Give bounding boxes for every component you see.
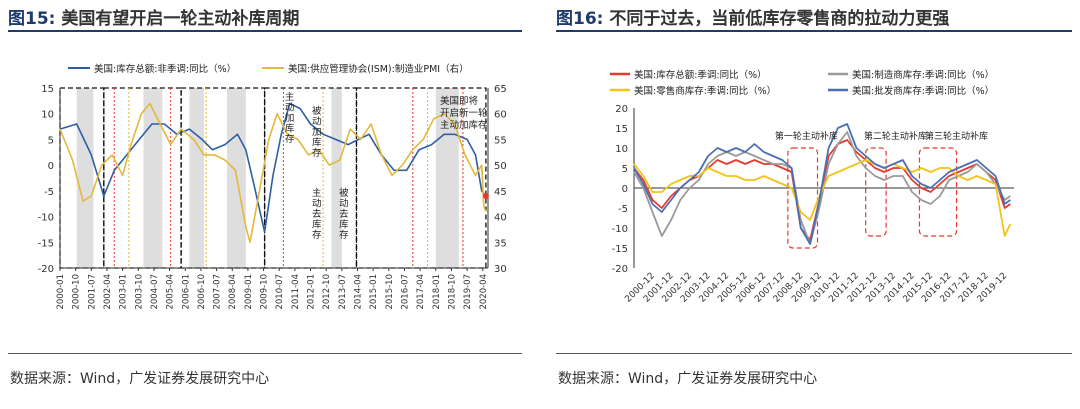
y-tick-label: 0 <box>622 184 628 195</box>
series-line-4 <box>633 123 1011 245</box>
left-figure-number: 图15: <box>8 9 56 29</box>
x-tick-label: 2017-04 <box>416 274 426 310</box>
x-tick-label: 2012-10 <box>322 274 332 310</box>
right-source: 数据来源：Wind，广发证券发展研究中心 <box>558 371 818 387</box>
left-source: 数据来源：Wind，广发证券发展研究中心 <box>10 371 270 387</box>
left-figure-title-text: 美国有望开启一轮主动补库周期 <box>61 9 300 29</box>
x-tick-label: 2006-10 <box>197 274 207 310</box>
x-tick-label: 2000-10 <box>72 274 82 310</box>
annotation-new-cycle-line: 美国即将 <box>440 95 479 107</box>
y-tick-label: -15 <box>612 244 628 255</box>
x-tick-label: 2015-01 <box>369 274 379 310</box>
x-tick-label: 2006-01 <box>181 274 191 310</box>
right-y-tick-label: 50 <box>494 161 507 172</box>
left-y-tick-label: -10 <box>38 213 54 224</box>
right-y-tick-label: 45 <box>494 187 507 198</box>
cycle-box <box>355 87 487 269</box>
right-title-rule <box>556 30 1072 32</box>
x-tick-label: 2005-04 <box>166 274 176 310</box>
legend-label: 美国:供应管理协会(ISM):制造业PMI（右） <box>288 63 469 75</box>
left-chart: 151050-5-10-15-2065605550454035302000-01… <box>38 63 507 310</box>
cycle-band <box>76 88 94 268</box>
right-y-tick-label: 30 <box>494 264 507 275</box>
x-tick-label: 2009-01 <box>244 274 254 310</box>
x-tick-label: 2011-04 <box>291 274 301 310</box>
annotation-active-restock: 主动加库存 <box>285 91 295 145</box>
right-y-tick-label: 40 <box>494 213 507 224</box>
left-title-rule <box>8 30 522 32</box>
x-tick-label: 2000-01 <box>56 274 66 310</box>
left-source-rule <box>8 353 522 354</box>
annotation-cycle-2: 第二轮主动补库 <box>864 130 927 142</box>
x-tick-label: 2018-01 <box>432 274 442 310</box>
series-line-3 <box>633 159 1012 237</box>
x-tick-label: 2018-10 <box>447 274 457 310</box>
left-y-tick-label: -20 <box>38 264 54 275</box>
right-figure-number: 图16: <box>556 9 604 29</box>
annotation-passive-destock: 被动去库存 <box>339 187 349 241</box>
x-tick-label: 2001-07 <box>87 274 97 310</box>
annotation-cycle-3: 第三轮主动补库 <box>925 130 988 142</box>
right-y-tick-label: 55 <box>494 135 507 146</box>
right-chart: 20151050-5-10-15-202000-122001-122002-12… <box>610 69 1014 305</box>
cycle-band <box>143 88 163 268</box>
left-y-tick-label: 0 <box>48 161 54 172</box>
series-line-1 <box>59 102 487 233</box>
cycle-box <box>918 147 958 237</box>
x-tick-label: 2002-04 <box>103 274 113 310</box>
x-tick-label: 2012-01 <box>307 274 317 310</box>
x-tick-label: 2019-07 <box>463 274 473 310</box>
cycle-band <box>331 88 342 268</box>
legend-label: 美国:库存总额:季调:同比（%） <box>634 69 767 81</box>
right-y-tick-label: 65 <box>494 84 507 95</box>
cycle-band <box>189 88 205 268</box>
y-tick-label: 15 <box>615 124 628 135</box>
cycle-box <box>787 147 819 249</box>
left-y-tick-label: -15 <box>38 238 54 249</box>
x-tick-label: 2007-07 <box>213 274 223 310</box>
legend-label: 美国:批发商库存:季调:同比（%） <box>852 85 994 97</box>
y-tick-label: 20 <box>615 104 628 115</box>
left-figure-title: 图15: 美国有望开启一轮主动补库周期 <box>8 4 299 29</box>
right-figure-title-text: 不同于过去，当前低库存零售商的拉动力更强 <box>609 9 950 29</box>
x-tick-label: 2015-10 <box>385 274 395 310</box>
x-tick-label: 2004-07 <box>150 274 160 310</box>
y-tick-label: -10 <box>612 224 628 235</box>
right-figure-title: 图16: 不同于过去，当前低库存零售商的拉动力更强 <box>556 4 949 29</box>
x-tick-label: 2013-07 <box>338 274 348 310</box>
x-tick-label: 2003-01 <box>119 274 129 310</box>
x-tick-label: 2016-07 <box>400 274 410 310</box>
cycle-box <box>865 147 887 237</box>
right-source-rule <box>556 353 1072 354</box>
series-line-2 <box>59 102 487 244</box>
x-tick-label: 2008-04 <box>228 274 238 310</box>
legend-label: 美国:制造商库存:季调:同比（%） <box>852 69 994 81</box>
annotation-passive-restock: 被动加库存 <box>312 105 322 159</box>
left-y-tick-label: 10 <box>41 110 54 121</box>
right-y-tick-label: 60 <box>494 110 507 121</box>
annotation-active-destock: 主动去库存 <box>312 187 322 241</box>
annotation-cycle-1: 第一轮主动补库 <box>775 130 838 142</box>
right-y-tick-label: 35 <box>494 238 507 249</box>
y-tick-label: 5 <box>622 164 628 175</box>
legend-label: 美国:零售商库存:季调:同比（%） <box>634 85 776 97</box>
x-tick-label: 2020-04 <box>479 274 489 310</box>
left-y-tick-label: 15 <box>41 84 54 95</box>
y-tick-label: -20 <box>612 264 628 275</box>
legend-label: 美国:库存总额:非季调:同比（%） <box>94 63 236 75</box>
y-tick-label: -5 <box>618 204 628 215</box>
cycle-box <box>103 87 182 269</box>
x-tick-label: 2010-07 <box>275 274 285 310</box>
x-tick-label: 2009-10 <box>260 274 270 310</box>
y-tick-label: 10 <box>615 144 628 155</box>
x-tick-label: 2003-10 <box>134 274 144 310</box>
x-tick-label: 2014-04 <box>354 274 364 310</box>
latest-point-marker <box>482 193 489 199</box>
annotation-new-cycle-line: 主动加库存 <box>440 119 488 131</box>
annotation-new-cycle-line: 开启新一轮 <box>440 107 488 119</box>
cycle-band <box>435 88 459 268</box>
left-y-tick-label: 5 <box>48 135 54 146</box>
left-y-tick-label: -5 <box>44 187 54 198</box>
